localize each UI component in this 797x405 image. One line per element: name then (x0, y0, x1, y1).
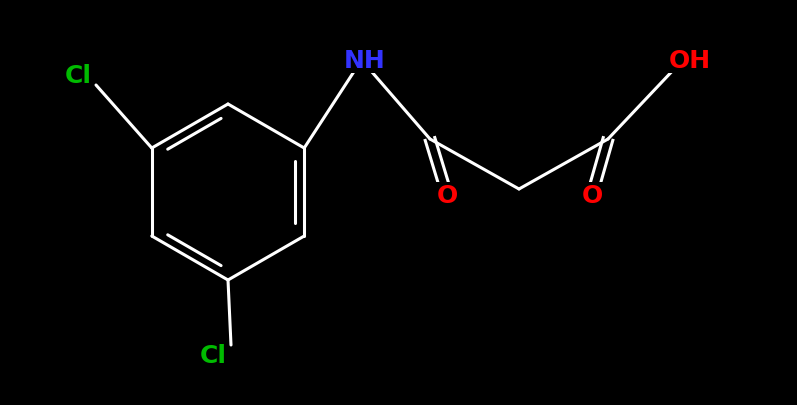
Text: Cl: Cl (199, 343, 226, 367)
Text: Cl: Cl (65, 64, 92, 88)
Text: NH: NH (344, 49, 386, 73)
Text: O: O (581, 183, 603, 207)
Text: O: O (437, 183, 457, 207)
Text: OH: OH (669, 49, 711, 73)
